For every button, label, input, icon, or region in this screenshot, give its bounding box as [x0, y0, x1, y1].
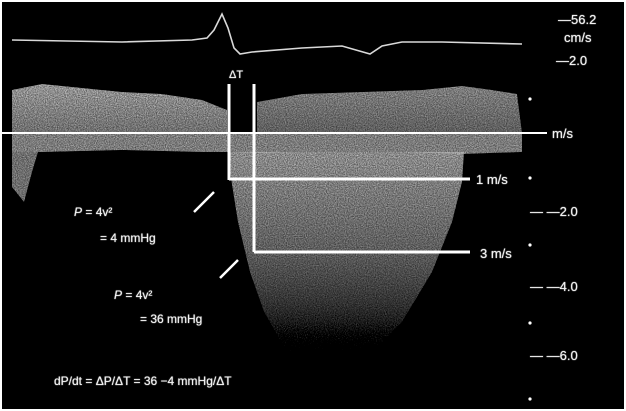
scale-dot [528, 243, 532, 247]
arrow-to-1ms [193, 191, 215, 213]
scale-top-value: —56.2 [558, 12, 597, 27]
formula-rest: = 4v² [82, 205, 113, 219]
equation-2-result: = 36 mmHg [140, 312, 203, 326]
scale-dot [528, 397, 532, 401]
scale-dot [528, 321, 532, 325]
ecg-trace [11, 12, 523, 55]
equation-1-result: = 4 mmHg [100, 231, 156, 245]
scale-top-unit: cm/s [564, 30, 592, 45]
velocity-3-label: 3 m/s [480, 246, 512, 261]
delta-t-label: ΔT [229, 69, 244, 81]
scale-minus-4: — —4.0 [530, 279, 578, 294]
scale-dot [528, 176, 532, 180]
pressure-symbol: P [74, 205, 83, 219]
regurgitant-jet [230, 152, 464, 364]
scale-unit: m/s [552, 126, 573, 141]
upper-flow-band [12, 84, 227, 133]
scale-minus-6: — —6.0 [530, 348, 578, 363]
equation-1-formula: P = 4v² [74, 206, 112, 218]
rate-equation: dP/dt = ΔP/ΔT = 36 −4 mmHg/ΔT [54, 374, 232, 388]
equation-2-formula: P = 4v² [114, 289, 152, 301]
velocity-1-label: 1 m/s [476, 172, 508, 187]
left-tail [12, 152, 38, 202]
upper-flow-band-right [257, 86, 522, 133]
lower-flow-band [12, 134, 522, 154]
scale-baseline-top: —2.0 [556, 53, 588, 68]
arrow-to-3ms [219, 259, 239, 279]
scale-minus-2: — —2.0 [530, 204, 578, 219]
formula-rest: = 4v² [122, 288, 153, 302]
scale-dot [528, 97, 532, 101]
pressure-symbol: P [114, 288, 123, 302]
